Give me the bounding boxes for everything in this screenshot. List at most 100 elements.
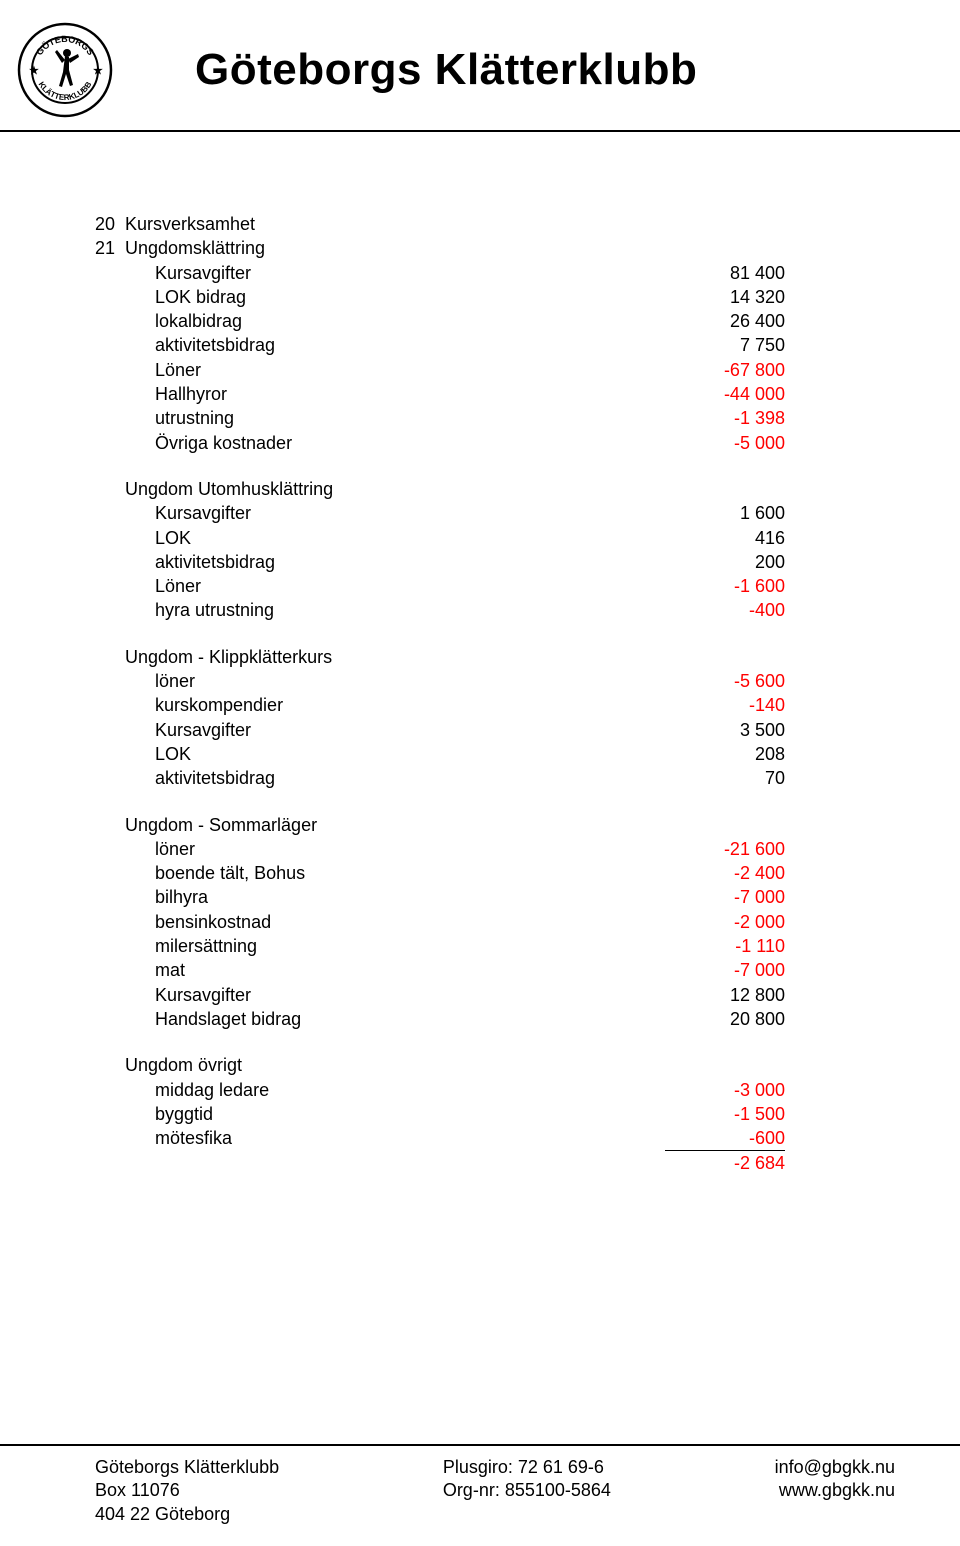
line-item: LOK208 <box>95 742 785 766</box>
item-label: LOK <box>125 526 665 550</box>
line-item: utrustning-1 398 <box>95 406 785 430</box>
group-subheading: Ungdom - Sommarläger <box>125 813 665 837</box>
footer-web: www.gbgkk.nu <box>775 1479 895 1502</box>
item-value: -7 000 <box>665 885 785 909</box>
footer-center: Plusgiro: 72 61 69-6 Org-nr: 855100-5864 <box>443 1456 611 1526</box>
item-label: bensinkostnad <box>125 910 665 934</box>
item-label: middag ledare <box>125 1078 665 1102</box>
line-item: Kursavgifter12 800 <box>95 983 785 1007</box>
item-value: -3 000 <box>665 1078 785 1102</box>
line-item: LOK416 <box>95 526 785 550</box>
item-value: -7 000 <box>665 958 785 982</box>
item-label: LOK bidrag <box>125 285 665 309</box>
item-value: 14 320 <box>665 285 785 309</box>
line-item: aktivitetsbidrag70 <box>95 766 785 790</box>
group: Kursavgifter81 400 LOK bidrag14 320 loka… <box>95 261 865 455</box>
item-value: -140 <box>665 693 785 717</box>
item-label: Kursavgifter <box>125 983 665 1007</box>
section-number: 20 <box>95 212 125 236</box>
group-subheading-row: Ungdom övrigt <box>95 1053 785 1077</box>
page-title: Göteborgs Klätterklubb <box>195 45 697 95</box>
section-heading: Kursverksamhet <box>125 212 665 236</box>
item-label: utrustning <box>125 406 665 430</box>
item-label: aktivitetsbidrag <box>125 766 665 790</box>
group: Ungdom - Sommarläger löner-21 600 boende… <box>95 813 865 1032</box>
item-label: Kursavgifter <box>125 501 665 525</box>
line-item: Kursavgifter81 400 <box>95 261 785 285</box>
footer-orgnr: Org-nr: 855100-5864 <box>443 1479 611 1502</box>
line-item: Kursavgifter3 500 <box>95 718 785 742</box>
content-area: 20 Kursverksamhet 21 Ungdomsklättring Ku… <box>0 132 960 1444</box>
item-value: -67 800 <box>665 358 785 382</box>
item-value: 7 750 <box>665 333 785 357</box>
item-value: 81 400 <box>665 261 785 285</box>
footer-plusgiro: Plusgiro: 72 61 69-6 <box>443 1456 611 1479</box>
club-logo: GÖTEBORGS KLÄTTERKLUBB ★ ★ <box>15 20 115 120</box>
line-item: aktivitetsbidrag7 750 <box>95 333 785 357</box>
svg-text:★: ★ <box>93 65 103 77</box>
line-item: Löner-67 800 <box>95 358 785 382</box>
footer-left: Göteborgs Klätterklubb Box 11076 404 22 … <box>95 1456 279 1526</box>
total-value: -2 684 <box>665 1150 785 1175</box>
item-label: LOK <box>125 742 665 766</box>
item-label: mötesfika <box>125 1126 665 1150</box>
item-value: -1 110 <box>665 934 785 958</box>
item-label: milersättning <box>125 934 665 958</box>
item-label: lokalbidrag <box>125 309 665 333</box>
line-item: Hallhyror-44 000 <box>95 382 785 406</box>
item-label: boende tält, Bohus <box>125 861 665 885</box>
section-heading: Ungdomsklättring <box>125 236 665 260</box>
group-subheading: Ungdom Utomhusklättring <box>125 477 665 501</box>
item-label: Kursavgifter <box>125 261 665 285</box>
line-item: bensinkostnad-2 000 <box>95 910 785 934</box>
item-label: bilhyra <box>125 885 665 909</box>
item-value: 12 800 <box>665 983 785 1007</box>
footer-org-name: Göteborgs Klätterklubb <box>95 1456 279 1479</box>
line-item: Kursavgifter1 600 <box>95 501 785 525</box>
item-value: 416 <box>665 526 785 550</box>
line-item: kurskompendier-140 <box>95 693 785 717</box>
footer-right: info@gbgkk.nu www.gbgkk.nu <box>775 1456 895 1526</box>
line-item: löner-21 600 <box>95 837 785 861</box>
svg-text:★: ★ <box>29 65 39 77</box>
line-item: byggtid-1 500 <box>95 1102 785 1126</box>
item-value: 3 500 <box>665 718 785 742</box>
section-heading-row: 20 Kursverksamhet <box>95 212 785 236</box>
item-value: -1 500 <box>665 1102 785 1126</box>
line-item: milersättning-1 110 <box>95 934 785 958</box>
item-label: Handslaget bidrag <box>125 1007 665 1031</box>
item-value: 200 <box>665 550 785 574</box>
item-label: Kursavgifter <box>125 718 665 742</box>
group-total: -2 684 <box>95 1150 785 1175</box>
line-item: bilhyra-7 000 <box>95 885 785 909</box>
item-value: -2 000 <box>665 910 785 934</box>
svg-text:KLÄTTERKLUBB: KLÄTTERKLUBB <box>37 80 94 102</box>
section-number: 21 <box>95 236 125 260</box>
item-value: -1 398 <box>665 406 785 430</box>
item-label: Övriga kostnader <box>125 431 665 455</box>
group: Ungdom övrigt middag ledare-3 000 byggti… <box>95 1053 865 1175</box>
item-value: -44 000 <box>665 382 785 406</box>
group: Ungdom - Klippklätterkurs löner-5 600 ku… <box>95 645 865 791</box>
item-label: aktivitetsbidrag <box>125 550 665 574</box>
item-value: -600 <box>665 1126 785 1150</box>
item-label: aktivitetsbidrag <box>125 333 665 357</box>
item-label: mat <box>125 958 665 982</box>
line-item: Löner-1 600 <box>95 574 785 598</box>
line-item: aktivitetsbidrag200 <box>95 550 785 574</box>
item-label: Hallhyror <box>125 382 665 406</box>
line-item: Övriga kostnader-5 000 <box>95 431 785 455</box>
group: Ungdom Utomhusklättring Kursavgifter1 60… <box>95 477 865 623</box>
footer-email: info@gbgkk.nu <box>775 1456 895 1479</box>
item-label: Löner <box>125 574 665 598</box>
item-value: -400 <box>665 598 785 622</box>
item-value: -5 000 <box>665 431 785 455</box>
group-subheading: Ungdom övrigt <box>125 1053 665 1077</box>
line-item: mat-7 000 <box>95 958 785 982</box>
page-header: GÖTEBORGS KLÄTTERKLUBB ★ ★ Göteborgs Klä… <box>0 0 960 132</box>
group-subheading-row: Ungdom - Klippklätterkurs <box>95 645 785 669</box>
group-subheading-row: Ungdom - Sommarläger <box>95 813 785 837</box>
footer-city: 404 22 Göteborg <box>95 1503 279 1526</box>
line-item: lokalbidrag26 400 <box>95 309 785 333</box>
item-label: hyra utrustning <box>125 598 665 622</box>
